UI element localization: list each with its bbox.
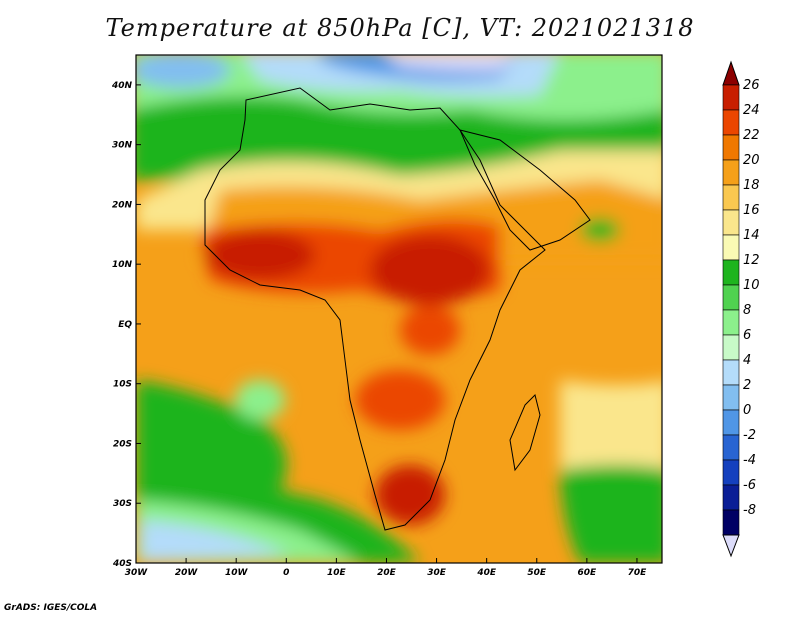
x-tick-label: 60E xyxy=(578,568,598,578)
y-tick-label: EQ xyxy=(118,320,132,330)
colorbar-bottom-triangle xyxy=(722,534,740,558)
colorbar-label: 6 xyxy=(743,328,751,343)
y-tick-label: 20S xyxy=(113,439,132,449)
colorbar-top-triangle xyxy=(722,60,740,86)
colorbar-swatch xyxy=(722,159,740,186)
colorbar-label: 4 xyxy=(743,353,751,368)
x-tick-label: 50E xyxy=(527,568,547,578)
colorbar-swatch xyxy=(722,184,740,211)
arabian-peninsula xyxy=(459,129,591,251)
x-tick-label: 30W xyxy=(125,568,149,578)
y-tick-label: 40S xyxy=(112,559,132,569)
colorbar-label: 24 xyxy=(743,103,760,118)
colorbar-swatch xyxy=(722,209,740,236)
colorbar-swatch xyxy=(722,309,740,336)
y-tick-label: 10S xyxy=(113,380,132,390)
colorbar-swatch xyxy=(722,284,740,311)
y-tick-label: 40N xyxy=(111,81,133,91)
colorbar-swatch xyxy=(722,509,740,536)
y-axis-ticks: 40N 30N 20N 10N EQ 10S 20S 30S 40S xyxy=(111,81,141,569)
colorbar-label: 10 xyxy=(743,278,760,293)
colorbar-swatch xyxy=(722,484,740,511)
colorbar-swatch xyxy=(722,409,740,436)
x-axis-ticks: 30W 20W 10W 0 10E 20E 30E 40E 50E 60E 70E xyxy=(125,558,647,578)
x-tick-label: 10W xyxy=(225,568,249,578)
colorbar-label: 20 xyxy=(743,153,760,168)
colorbar-swatch xyxy=(722,384,740,411)
colorbar-label: 8 xyxy=(743,303,751,318)
colorbar-swatch xyxy=(722,234,740,261)
colorbar-swatch xyxy=(722,84,740,111)
map-title: Temperature at 850hPa [C], VT: 202102131… xyxy=(105,14,695,42)
x-tick-label: 10E xyxy=(327,568,347,578)
x-tick-label: 30E xyxy=(427,568,447,578)
colorbar-swatch xyxy=(722,359,740,386)
colorbar-label: 22 xyxy=(743,128,760,143)
y-tick-label: 30N xyxy=(112,141,133,151)
x-tick-label: 40E xyxy=(476,568,497,578)
colorbar-swatch xyxy=(722,134,740,161)
colorbar-label: -6 xyxy=(743,478,756,493)
colorbar-swatch xyxy=(722,334,740,361)
colorbar-label: -8 xyxy=(743,503,756,518)
map-frame xyxy=(135,54,663,564)
y-tick-label: 10N xyxy=(112,260,133,270)
colorbar-label: 12 xyxy=(743,253,760,268)
colorbar-swatch xyxy=(722,459,740,486)
colorbar-label: 0 xyxy=(743,403,751,418)
colorbar-label: -4 xyxy=(743,453,756,468)
coastline xyxy=(204,87,546,531)
x-tick-label: 0 xyxy=(283,568,289,578)
credit-label: GrADS: IGES/COLA xyxy=(4,603,98,613)
colorbar-label: 18 xyxy=(743,178,760,193)
y-tick-label: 30S xyxy=(113,499,132,509)
colorbar-label: 16 xyxy=(743,203,760,218)
temperature-field xyxy=(136,55,662,563)
y-tick-label: 20N xyxy=(112,200,133,210)
x-tick-label: 70E xyxy=(628,568,648,578)
colorbar-label: 2 xyxy=(743,378,751,393)
colorbar-swatch xyxy=(722,109,740,136)
x-tick-label: 20W xyxy=(175,568,199,578)
colorbar-swatch xyxy=(722,434,740,461)
x-tick-label: 20E xyxy=(377,568,397,578)
madagascar xyxy=(509,394,541,472)
colorbar-swatch xyxy=(722,259,740,286)
colorbar-label: -2 xyxy=(743,428,756,443)
colorbar-label: 14 xyxy=(743,228,760,243)
colorbar-label: 26 xyxy=(743,78,760,93)
